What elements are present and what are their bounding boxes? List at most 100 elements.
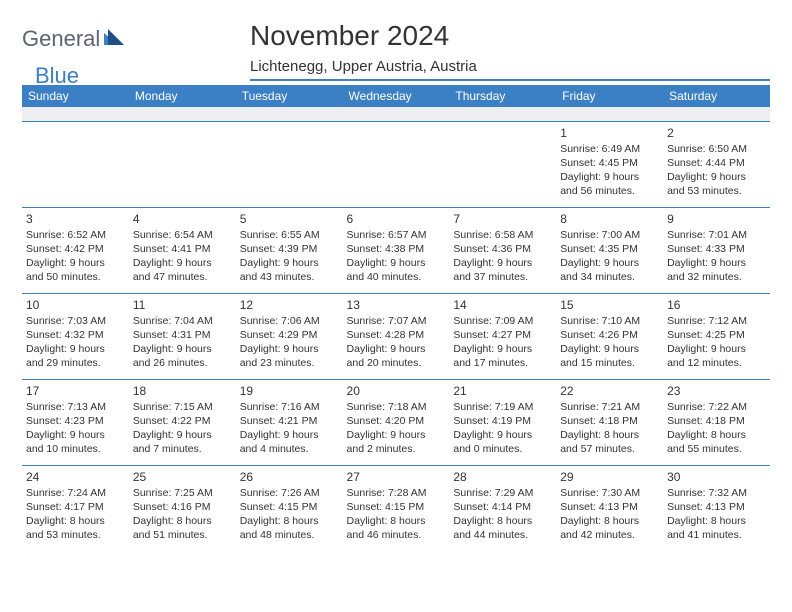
sunset-text: Sunset: 4:14 PM (453, 500, 552, 514)
sunset-text: Sunset: 4:42 PM (26, 242, 125, 256)
calendar-day-cell: 7Sunrise: 6:58 AMSunset: 4:36 PMDaylight… (449, 207, 556, 293)
logo-triangle-icon (104, 29, 124, 50)
calendar-day-cell: 17Sunrise: 7:13 AMSunset: 4:23 PMDayligh… (22, 379, 129, 465)
daylight-text: Daylight: 9 hours and 17 minutes. (453, 342, 552, 370)
day-details: Sunrise: 7:03 AMSunset: 4:32 PMDaylight:… (26, 314, 125, 371)
sunrise-text: Sunrise: 6:58 AM (453, 228, 552, 242)
sunset-text: Sunset: 4:44 PM (667, 156, 766, 170)
day-details: Sunrise: 7:00 AMSunset: 4:35 PMDaylight:… (560, 228, 659, 285)
day-number: 6 (347, 211, 446, 227)
daylight-text: Daylight: 9 hours and 56 minutes. (560, 170, 659, 198)
daylight-text: Daylight: 9 hours and 12 minutes. (667, 342, 766, 370)
sunrise-text: Sunrise: 7:32 AM (667, 486, 766, 500)
calendar-week-row: 1Sunrise: 6:49 AMSunset: 4:45 PMDaylight… (22, 121, 770, 207)
sunset-text: Sunset: 4:39 PM (240, 242, 339, 256)
calendar-table: Sunday Monday Tuesday Wednesday Thursday… (22, 85, 770, 551)
calendar-day-cell: 24Sunrise: 7:24 AMSunset: 4:17 PMDayligh… (22, 465, 129, 551)
calendar-week-row: 24Sunrise: 7:24 AMSunset: 4:17 PMDayligh… (22, 465, 770, 551)
calendar-day-cell: 26Sunrise: 7:26 AMSunset: 4:15 PMDayligh… (236, 465, 343, 551)
day-number: 15 (560, 297, 659, 313)
daylight-text: Daylight: 9 hours and 7 minutes. (133, 428, 232, 456)
calendar-day-cell: 10Sunrise: 7:03 AMSunset: 4:32 PMDayligh… (22, 293, 129, 379)
day-details: Sunrise: 6:50 AMSunset: 4:44 PMDaylight:… (667, 142, 766, 199)
sunrise-text: Sunrise: 6:49 AM (560, 142, 659, 156)
day-number: 14 (453, 297, 552, 313)
title-block: November 2024 Lichtenegg, Upper Austria,… (250, 20, 770, 81)
month-title: November 2024 (250, 20, 770, 52)
day-details: Sunrise: 6:58 AMSunset: 4:36 PMDaylight:… (453, 228, 552, 285)
logo-text-blue: Blue (35, 63, 79, 89)
sunset-text: Sunset: 4:13 PM (560, 500, 659, 514)
day-number: 1 (560, 125, 659, 141)
sunset-text: Sunset: 4:18 PM (560, 414, 659, 428)
day-number: 13 (347, 297, 446, 313)
daylight-text: Daylight: 9 hours and 53 minutes. (667, 170, 766, 198)
sunrise-text: Sunrise: 7:19 AM (453, 400, 552, 414)
sunrise-text: Sunrise: 6:54 AM (133, 228, 232, 242)
day-details: Sunrise: 6:52 AMSunset: 4:42 PMDaylight:… (26, 228, 125, 285)
calendar-week-row: 17Sunrise: 7:13 AMSunset: 4:23 PMDayligh… (22, 379, 770, 465)
calendar-day-cell: 21Sunrise: 7:19 AMSunset: 4:19 PMDayligh… (449, 379, 556, 465)
day-details: Sunrise: 7:15 AMSunset: 4:22 PMDaylight:… (133, 400, 232, 457)
sunset-text: Sunset: 4:36 PM (453, 242, 552, 256)
day-details: Sunrise: 7:22 AMSunset: 4:18 PMDaylight:… (667, 400, 766, 457)
weekday-header: Friday (556, 85, 663, 107)
day-details: Sunrise: 6:55 AMSunset: 4:39 PMDaylight:… (240, 228, 339, 285)
daylight-text: Daylight: 9 hours and 10 minutes. (26, 428, 125, 456)
calendar-day-cell: 3Sunrise: 6:52 AMSunset: 4:42 PMDaylight… (22, 207, 129, 293)
sunrise-text: Sunrise: 7:24 AM (26, 486, 125, 500)
sunrise-text: Sunrise: 7:09 AM (453, 314, 552, 328)
blank-row (22, 107, 770, 121)
day-number: 2 (667, 125, 766, 141)
calendar-day-cell: 28Sunrise: 7:29 AMSunset: 4:14 PMDayligh… (449, 465, 556, 551)
weekday-header: Saturday (663, 85, 770, 107)
day-number: 23 (667, 383, 766, 399)
day-details: Sunrise: 7:07 AMSunset: 4:28 PMDaylight:… (347, 314, 446, 371)
calendar-day-cell: 19Sunrise: 7:16 AMSunset: 4:21 PMDayligh… (236, 379, 343, 465)
day-number: 22 (560, 383, 659, 399)
calendar-day-cell: 25Sunrise: 7:25 AMSunset: 4:16 PMDayligh… (129, 465, 236, 551)
sunrise-text: Sunrise: 6:52 AM (26, 228, 125, 242)
sunrise-text: Sunrise: 7:03 AM (26, 314, 125, 328)
daylight-text: Daylight: 9 hours and 2 minutes. (347, 428, 446, 456)
weekday-header: Monday (129, 85, 236, 107)
calendar-day-cell: 14Sunrise: 7:09 AMSunset: 4:27 PMDayligh… (449, 293, 556, 379)
day-details: Sunrise: 7:12 AMSunset: 4:25 PMDaylight:… (667, 314, 766, 371)
calendar-day-cell: 6Sunrise: 6:57 AMSunset: 4:38 PMDaylight… (343, 207, 450, 293)
sunrise-text: Sunrise: 7:26 AM (240, 486, 339, 500)
daylight-text: Daylight: 9 hours and 47 minutes. (133, 256, 232, 284)
calendar-day-cell: 27Sunrise: 7:28 AMSunset: 4:15 PMDayligh… (343, 465, 450, 551)
sunrise-text: Sunrise: 7:06 AM (240, 314, 339, 328)
daylight-text: Daylight: 9 hours and 4 minutes. (240, 428, 339, 456)
weekday-header: Thursday (449, 85, 556, 107)
calendar-day-cell (129, 121, 236, 207)
day-number: 29 (560, 469, 659, 485)
daylight-text: Daylight: 8 hours and 48 minutes. (240, 514, 339, 542)
day-number: 4 (133, 211, 232, 227)
sunrise-text: Sunrise: 7:16 AM (240, 400, 339, 414)
sunset-text: Sunset: 4:13 PM (667, 500, 766, 514)
calendar-day-cell: 22Sunrise: 7:21 AMSunset: 4:18 PMDayligh… (556, 379, 663, 465)
day-details: Sunrise: 6:49 AMSunset: 4:45 PMDaylight:… (560, 142, 659, 199)
sunset-text: Sunset: 4:18 PM (667, 414, 766, 428)
day-details: Sunrise: 7:04 AMSunset: 4:31 PMDaylight:… (133, 314, 232, 371)
sunrise-text: Sunrise: 7:28 AM (347, 486, 446, 500)
day-number: 24 (26, 469, 125, 485)
sunrise-text: Sunrise: 7:12 AM (667, 314, 766, 328)
day-details: Sunrise: 7:16 AMSunset: 4:21 PMDaylight:… (240, 400, 339, 457)
sunset-text: Sunset: 4:16 PM (133, 500, 232, 514)
daylight-text: Daylight: 8 hours and 41 minutes. (667, 514, 766, 542)
daylight-text: Daylight: 9 hours and 29 minutes. (26, 342, 125, 370)
day-details: Sunrise: 7:25 AMSunset: 4:16 PMDaylight:… (133, 486, 232, 543)
day-details: Sunrise: 7:24 AMSunset: 4:17 PMDaylight:… (26, 486, 125, 543)
sunrise-text: Sunrise: 7:25 AM (133, 486, 232, 500)
sunrise-text: Sunrise: 7:21 AM (560, 400, 659, 414)
daylight-text: Daylight: 9 hours and 50 minutes. (26, 256, 125, 284)
daylight-text: Daylight: 8 hours and 42 minutes. (560, 514, 659, 542)
logo: General (22, 26, 126, 52)
calendar-day-cell: 13Sunrise: 7:07 AMSunset: 4:28 PMDayligh… (343, 293, 450, 379)
daylight-text: Daylight: 9 hours and 32 minutes. (667, 256, 766, 284)
sunrise-text: Sunrise: 7:22 AM (667, 400, 766, 414)
daylight-text: Daylight: 9 hours and 34 minutes. (560, 256, 659, 284)
day-details: Sunrise: 7:01 AMSunset: 4:33 PMDaylight:… (667, 228, 766, 285)
